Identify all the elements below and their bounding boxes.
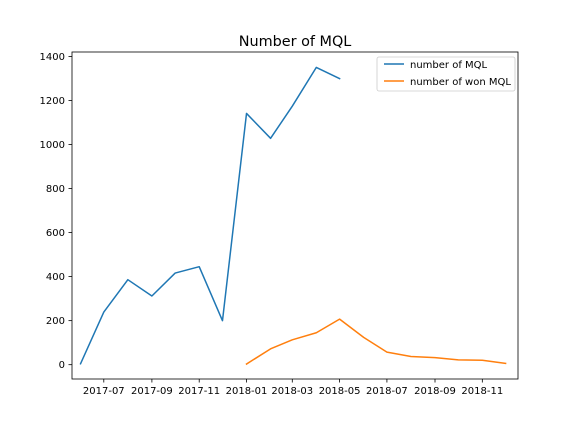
series-line-1 bbox=[247, 319, 506, 364]
x-tick-label: 2018-09 bbox=[414, 386, 456, 397]
y-tick-label: 400 bbox=[46, 272, 65, 283]
x-tick-label: 2018-03 bbox=[271, 386, 313, 397]
legend: number of MQL number of won MQL bbox=[377, 57, 515, 91]
x-tick-label: 2018-11 bbox=[461, 386, 503, 397]
y-tick-label: 1200 bbox=[40, 96, 65, 107]
x-tick-label: 2017-09 bbox=[131, 386, 173, 397]
y-tick-label: 600 bbox=[46, 228, 65, 239]
y-tick-label: 0 bbox=[59, 360, 65, 371]
y-tick-label: 1400 bbox=[40, 52, 65, 63]
x-tick-label: 2018-07 bbox=[366, 386, 408, 397]
x-tick-label: 2017-11 bbox=[178, 386, 220, 397]
y-tick-label: 200 bbox=[46, 316, 65, 327]
x-tick-label: 2018-01 bbox=[226, 386, 268, 397]
series-line-0 bbox=[81, 67, 340, 363]
series-layer bbox=[80, 67, 505, 364]
legend-label-mql: number of MQL bbox=[410, 60, 488, 71]
legend-label-won-mql: number of won MQL bbox=[410, 77, 511, 88]
chart-title: Number of MQL bbox=[239, 34, 352, 50]
x-tick-label: 2018-05 bbox=[319, 386, 361, 397]
y-tick-label: 800 bbox=[46, 184, 65, 195]
y-tick-label: 1000 bbox=[40, 140, 65, 151]
x-tick-label: 2017-07 bbox=[83, 386, 125, 397]
